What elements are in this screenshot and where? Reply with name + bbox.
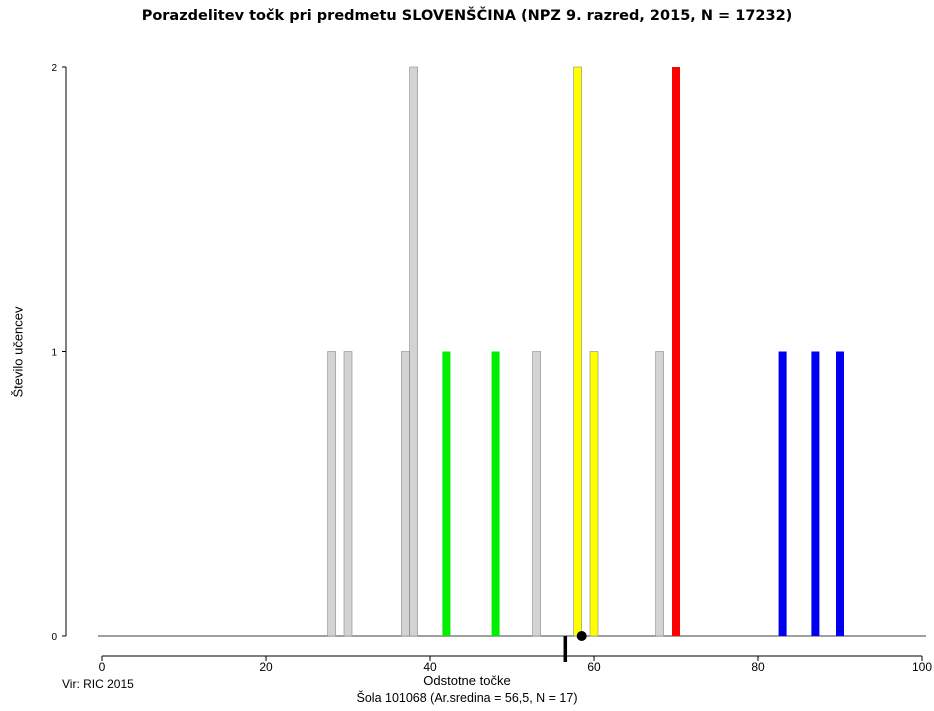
bar	[672, 67, 680, 636]
bar	[573, 66, 582, 637]
bar	[532, 351, 541, 637]
bar	[442, 351, 451, 636]
x-tick-label: 60	[587, 660, 601, 674]
y-tick-label: 2	[51, 63, 57, 74]
bar	[811, 351, 820, 636]
source-note: Vir: RIC 2015	[62, 677, 134, 691]
mean-markers	[563, 631, 587, 662]
bar	[327, 351, 336, 637]
y-tick-label: 0	[51, 632, 57, 643]
bar	[401, 351, 410, 637]
x-tick-label: 100	[912, 660, 932, 674]
x-tick-label: 40	[423, 660, 437, 674]
y-axis-label: Število učencev	[10, 306, 26, 398]
bar	[409, 66, 418, 637]
bar	[343, 351, 353, 637]
bars-group	[327, 66, 844, 637]
bar	[655, 351, 664, 637]
x-tick-label: 20	[259, 660, 273, 674]
y-tick-label: 1	[51, 348, 57, 359]
x-tick-label: 80	[751, 660, 765, 674]
chart-subtitle: Šola 101068 (Ar.sredina = 56,5, N = 17)	[356, 691, 578, 705]
bar	[836, 351, 844, 636]
mean-dot-marker	[576, 631, 587, 641]
x-axis-label: Odstotne točke	[423, 673, 511, 688]
bar	[778, 351, 787, 636]
x-axis: 0 20 40 60 80 100	[99, 655, 932, 674]
chart-title: Porazdelitev točk pri predmetu SLOVENŠČI…	[141, 8, 793, 24]
x-tick-label: 0	[99, 660, 106, 674]
bar	[491, 351, 500, 636]
y-axis: 0 1 2	[51, 63, 926, 643]
bar	[589, 351, 599, 637]
